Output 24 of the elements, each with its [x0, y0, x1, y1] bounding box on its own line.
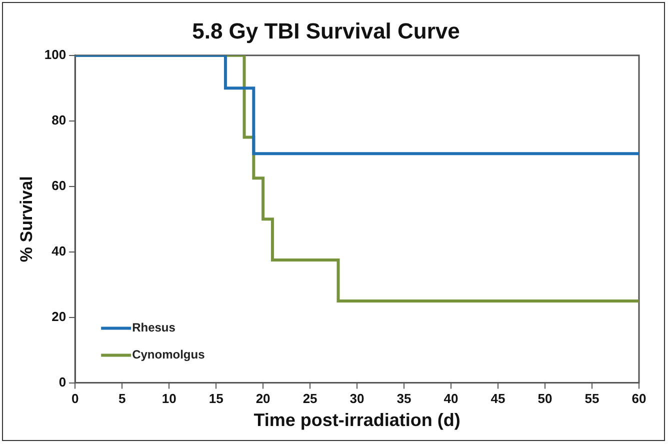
x-tick-label: 60 — [632, 391, 646, 406]
x-tick-label: 5 — [118, 391, 126, 406]
y-tick-label: 40 — [52, 243, 66, 258]
x-tick-label: 10 — [162, 391, 176, 406]
x-tick-label: 55 — [584, 391, 600, 406]
x-tick-label: 35 — [396, 391, 412, 406]
x-tick-label: 30 — [350, 391, 364, 406]
x-tick-label: 25 — [302, 391, 318, 406]
x-tick-label: 15 — [208, 391, 224, 406]
y-tick-label: 100 — [44, 46, 66, 62]
y-axis-title: % Survival — [16, 176, 36, 262]
x-axis-title: Time post-irradiation (d) — [254, 410, 460, 430]
y-tick-label: 60 — [52, 178, 66, 193]
x-tick-label: 40 — [444, 391, 458, 406]
legend-label: Rhesus — [132, 320, 176, 335]
legend-label: Cynomolgus — [132, 348, 206, 362]
y-tick-label: 80 — [52, 112, 66, 128]
x-tick-label: 0 — [71, 391, 79, 406]
x-tick-label: 20 — [256, 391, 270, 406]
y-tick-label: 20 — [52, 308, 66, 324]
x-tick-label: 45 — [490, 391, 506, 406]
chart-title: 5.8 Gy TBI Survival Curve — [192, 18, 460, 44]
y-tick-label: 0 — [58, 374, 66, 390]
x-tick-label: 50 — [538, 391, 552, 406]
